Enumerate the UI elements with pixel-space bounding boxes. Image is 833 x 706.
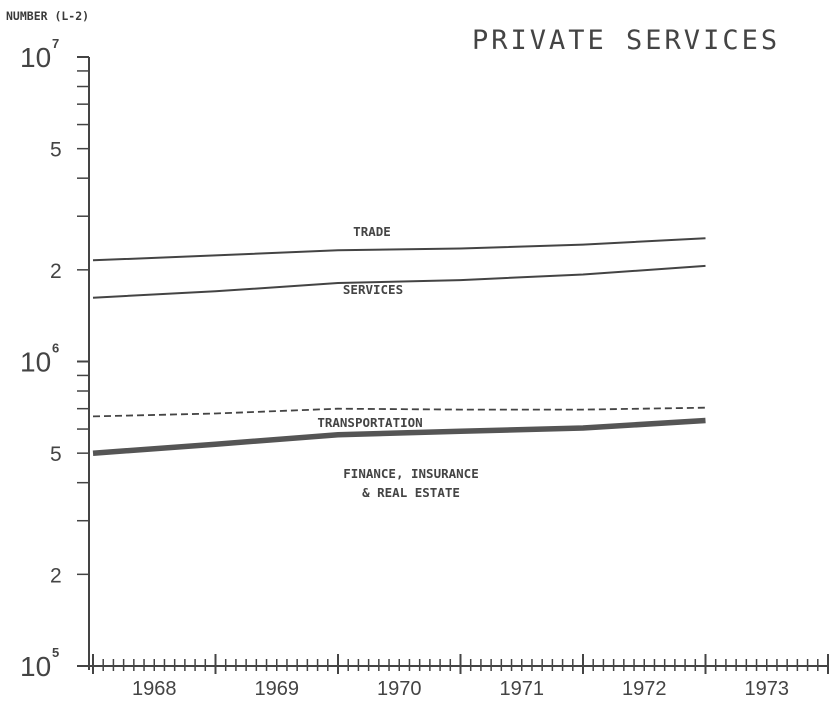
series-label-3: TRANSPORTATION <box>317 415 422 430</box>
y-axis-label: NUMBER (L-2) <box>6 9 89 23</box>
series-line-3 <box>92 406 706 418</box>
chart-title: PRIVATE SERVICES <box>472 25 780 56</box>
x-tick-label: 1971 <box>500 678 545 700</box>
series-label-1: TRADE <box>353 224 391 239</box>
series-label-4-line-2: & REAL ESTATE <box>362 485 460 500</box>
series-lines <box>92 237 706 456</box>
y-tick-label: 10 <box>20 651 51 682</box>
y-tick-label: 10 <box>20 347 51 378</box>
series-labels: TRADE SERVICES TRANSPORTATION FINANCE, INSU… <box>317 224 478 500</box>
x-tick-label: 1970 <box>377 678 422 700</box>
x-tick-label: 1973 <box>745 678 790 700</box>
y-tick-label: 5 <box>50 443 62 466</box>
series-label-4-line-1: FINANCE, INSURANCE <box>343 466 478 481</box>
y-tick-label: 2 <box>50 260 62 283</box>
x-tick-label: 1968 <box>132 678 177 700</box>
y-tick-label: 10 <box>20 42 51 73</box>
x-axis: 1968 1969 1970 1971 1972 1973 <box>89 654 829 700</box>
y-tick-label: 2 <box>50 564 62 587</box>
y-tick-exponent: 6 <box>52 341 59 356</box>
series-line-1 <box>92 237 706 262</box>
x-tick-label: 1969 <box>255 678 300 700</box>
series-line-4 <box>92 417 706 456</box>
series-label-2: SERVICES <box>343 282 403 297</box>
x-tick-label: 1972 <box>622 678 667 700</box>
y-tick-exponent: 7 <box>52 36 59 51</box>
y-tick-label: 5 <box>50 139 62 162</box>
y-tick-exponent: 5 <box>52 645 59 660</box>
series-line-2 <box>92 264 706 299</box>
